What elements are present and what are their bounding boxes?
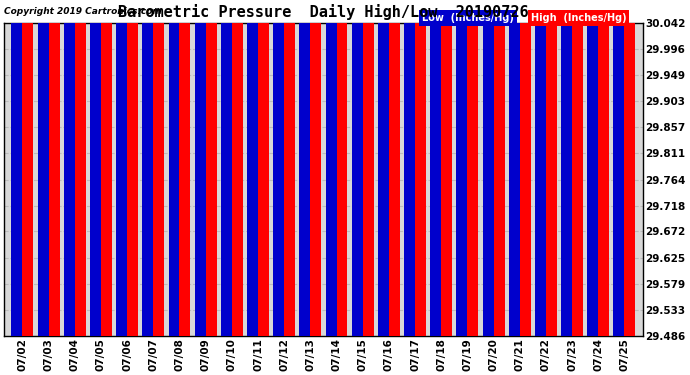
Bar xyxy=(509,0,520,336)
Bar xyxy=(221,0,232,336)
Bar xyxy=(561,0,572,336)
Bar xyxy=(493,0,504,336)
Title: Barometric Pressure  Daily High/Low  20190726: Barometric Pressure Daily High/Low 20190… xyxy=(118,4,529,20)
Bar xyxy=(168,0,179,336)
Bar xyxy=(179,0,190,336)
Bar xyxy=(101,0,112,336)
Bar xyxy=(127,0,138,336)
Bar xyxy=(598,0,609,336)
Bar xyxy=(232,0,243,336)
Text: High  (Inches/Hg): High (Inches/Hg) xyxy=(531,13,627,23)
Bar xyxy=(12,0,23,336)
Bar xyxy=(482,0,493,336)
Bar xyxy=(64,0,75,336)
Bar xyxy=(389,0,400,336)
Bar xyxy=(49,0,59,336)
Bar xyxy=(456,0,467,336)
Bar xyxy=(299,0,310,336)
Bar xyxy=(352,0,363,336)
Bar xyxy=(310,0,322,336)
Bar xyxy=(247,0,258,336)
Bar xyxy=(467,0,478,336)
Bar xyxy=(613,0,624,336)
Text: Copyright 2019 Cartronics.com: Copyright 2019 Cartronics.com xyxy=(4,8,162,16)
Bar xyxy=(116,0,127,336)
Bar xyxy=(38,0,49,336)
Bar xyxy=(572,0,583,336)
Bar xyxy=(75,0,86,336)
Bar xyxy=(535,0,546,336)
Bar xyxy=(404,0,415,336)
Bar xyxy=(284,0,295,336)
Bar xyxy=(142,0,153,336)
Bar xyxy=(378,0,389,336)
Bar xyxy=(337,0,348,336)
Bar xyxy=(258,0,269,336)
Bar xyxy=(520,0,531,336)
Bar xyxy=(415,0,426,336)
Bar xyxy=(153,0,164,336)
Bar xyxy=(90,0,101,336)
Bar xyxy=(23,0,34,336)
Bar xyxy=(195,0,206,336)
Bar xyxy=(326,0,337,336)
Bar xyxy=(206,0,217,336)
Bar xyxy=(624,0,635,336)
Text: Low  (Inches/Hg): Low (Inches/Hg) xyxy=(422,13,514,23)
Bar xyxy=(430,0,441,336)
Bar xyxy=(546,0,557,336)
Bar xyxy=(587,0,598,336)
Bar xyxy=(441,0,452,336)
Bar xyxy=(363,0,374,336)
Bar xyxy=(273,0,284,336)
